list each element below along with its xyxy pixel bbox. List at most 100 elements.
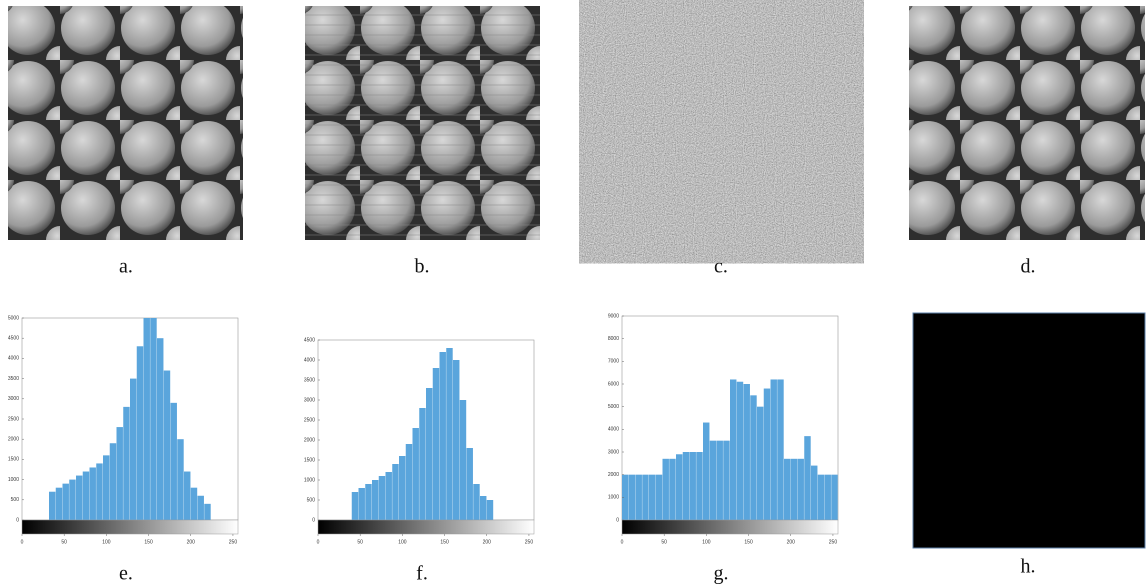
panel-label: d. [1021, 256, 1036, 278]
panel-label: c. [714, 256, 728, 278]
bar [170, 402, 177, 520]
bar [392, 464, 399, 520]
bar [635, 474, 642, 520]
bar [89, 467, 96, 520]
bar [682, 452, 690, 520]
y-tick-label: 4500 [8, 336, 19, 342]
bar [676, 454, 683, 520]
bar [662, 458, 669, 520]
x-tick-label: 50 [661, 539, 667, 545]
image-b [305, 6, 540, 240]
bar [784, 458, 791, 520]
image-c [603, 6, 840, 240]
y-tick-label: 4000 [8, 356, 19, 362]
x-tick-label: 250 [525, 539, 534, 545]
bar [453, 360, 460, 520]
bar [811, 465, 818, 520]
bar [123, 406, 130, 520]
y-tick-label: 4000 [608, 427, 619, 433]
image-a [8, 6, 243, 240]
bar [55, 487, 63, 520]
y-tick-label: 2500 [304, 417, 315, 423]
y-tick-label: 1000 [608, 495, 619, 501]
y-tick-label: 5000 [8, 315, 19, 321]
bar [358, 488, 365, 520]
panel-label: h. [1021, 556, 1036, 578]
bar [372, 480, 379, 520]
bar [177, 439, 184, 520]
bar [184, 471, 191, 520]
bar [716, 440, 723, 520]
bar [385, 472, 392, 520]
bar [757, 406, 764, 520]
bar [163, 370, 171, 520]
colorbar [621, 519, 839, 535]
x-tick-label: 0 [621, 539, 624, 545]
bar [69, 479, 76, 520]
bar [446, 348, 453, 520]
bar [130, 378, 137, 520]
y-tick-label: 500 [307, 497, 316, 503]
panel-label: g. [714, 563, 729, 585]
y-tick-label: 2500 [8, 416, 19, 422]
bar [622, 474, 629, 520]
y-tick-label: 3000 [304, 397, 315, 403]
bar [76, 475, 83, 520]
panel-label: a. [119, 256, 133, 278]
bar [736, 381, 744, 520]
panel-label: b. [415, 256, 430, 278]
bar [480, 496, 487, 520]
bar [143, 318, 150, 520]
bar [628, 474, 636, 520]
bar [459, 400, 467, 520]
x-tick-label: 100 [102, 539, 111, 545]
x-tick-label: 250 [829, 539, 838, 545]
colorbar [317, 519, 535, 535]
bar [770, 379, 777, 520]
y-tick-label: 3500 [8, 376, 19, 382]
bar [486, 500, 494, 520]
x-tick-label: 200 [187, 539, 196, 545]
bar [696, 452, 703, 520]
bar [190, 487, 198, 520]
bar [103, 455, 110, 520]
y-tick-label: 2000 [8, 437, 19, 443]
bar [439, 352, 446, 520]
bar [426, 388, 433, 520]
bar [109, 443, 117, 520]
x-tick-label: 200 [483, 539, 492, 545]
y-tick-label: 7000 [608, 359, 619, 365]
y-tick-label: 3000 [608, 449, 619, 455]
x-tick-label: 250 [229, 539, 238, 545]
bar [365, 484, 372, 520]
bar [831, 474, 838, 520]
x-tick-label: 150 [144, 539, 153, 545]
bar [49, 491, 56, 520]
bar [655, 474, 663, 520]
bar [703, 422, 710, 520]
y-tick-label: 9000 [608, 313, 619, 319]
bar [82, 471, 90, 520]
bar [351, 492, 359, 520]
bar [824, 474, 831, 520]
x-tick-label: 0 [21, 539, 24, 545]
bar [405, 444, 413, 520]
bar [817, 474, 825, 520]
y-tick-label: 1500 [8, 457, 19, 463]
x-tick-label: 100 [702, 539, 711, 545]
x-tick-label: 100 [398, 539, 407, 545]
y-tick-label: 3500 [304, 377, 315, 383]
y-tick-label: 0 [616, 517, 619, 523]
bar [150, 318, 157, 520]
y-tick-label: 6000 [608, 381, 619, 387]
x-tick-label: 50 [61, 539, 67, 545]
x-tick-label: 150 [744, 539, 753, 545]
bar [689, 452, 696, 520]
bar [730, 379, 737, 520]
y-tick-label: 8000 [608, 336, 619, 342]
y-tick-label: 1500 [304, 457, 315, 463]
y-tick-label: 4000 [304, 357, 315, 363]
bar [157, 338, 164, 520]
image-d [909, 6, 1145, 240]
